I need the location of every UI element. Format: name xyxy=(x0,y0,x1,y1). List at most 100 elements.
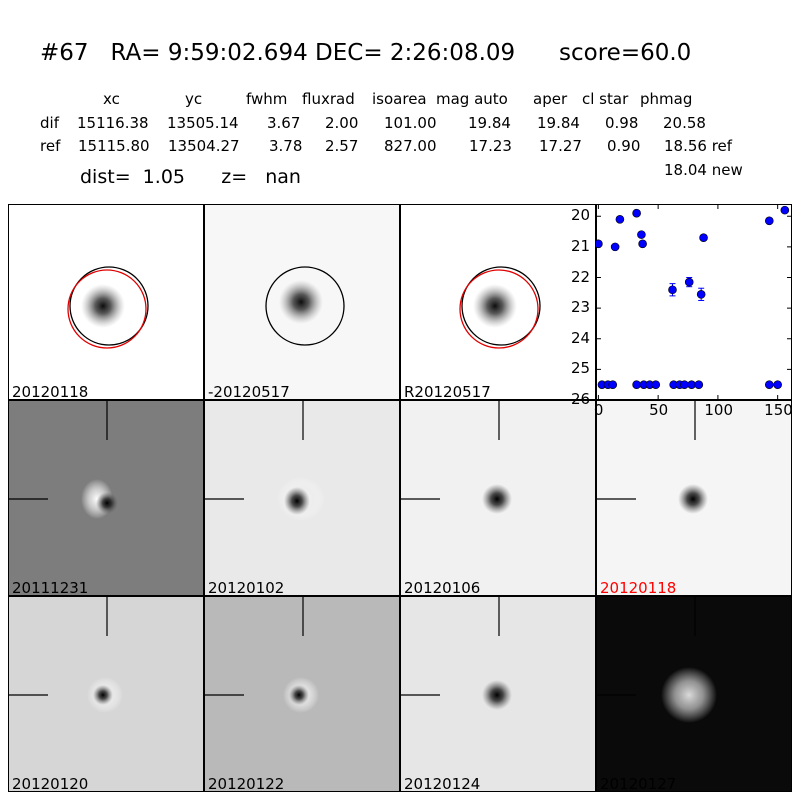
ref-cl-star: 0.90 xyxy=(607,137,641,155)
col-header-xc: xc xyxy=(103,90,120,108)
y-tick-label: 24 xyxy=(571,328,591,347)
page-title: #67 RA= 9:59:02.694 DEC= 2:26:08.09 scor… xyxy=(40,40,692,66)
dif-isoarea: 101.00 xyxy=(384,114,437,132)
ref-fwhm: 3.78 xyxy=(269,137,303,155)
cutout-image xyxy=(205,597,319,713)
aperture-circle-black xyxy=(461,266,541,346)
data-point xyxy=(615,215,625,224)
ref-xc: 15115.80 xyxy=(78,137,150,155)
aperture-circle-black xyxy=(265,266,345,346)
ref-aper: 17.27 xyxy=(539,137,582,155)
source-blob xyxy=(289,685,309,705)
dif-yc: 13505.14 xyxy=(167,114,239,132)
data-point xyxy=(668,285,677,295)
cutout-panel-8: 20120127 xyxy=(596,596,792,792)
aperture-circle-red xyxy=(67,269,147,349)
dif-cl-star: 0.98 xyxy=(605,114,639,132)
cutout-panel-7: 20120124 xyxy=(400,596,596,792)
cutout-panel-4: 20120118 xyxy=(596,400,792,596)
residual-negative xyxy=(284,487,310,515)
cutout-panel-1: 20111231 xyxy=(8,400,204,596)
cutout-panel-2: 20120102 xyxy=(204,400,400,596)
source-blob xyxy=(93,685,113,705)
ref-yc: 13504.27 xyxy=(168,137,240,155)
x-tick-label: 50 xyxy=(649,401,669,419)
stamp-panel-top-1: 20120118 xyxy=(8,204,204,400)
cutout-label: 20120127 xyxy=(600,775,677,792)
y-tick-label: 23 xyxy=(571,298,591,317)
data-point xyxy=(780,205,790,215)
stamp-label: -20120517 xyxy=(208,383,290,400)
cutout-label: 20111231 xyxy=(12,579,89,596)
data-point xyxy=(773,380,782,389)
data-point xyxy=(637,230,646,239)
dist-line: dist= 1.05 z= nan xyxy=(80,166,301,188)
source-blob xyxy=(678,484,708,514)
data-point xyxy=(764,216,774,226)
dif-fwhm: 3.67 xyxy=(267,114,301,132)
data-point xyxy=(632,380,641,389)
row-label-ref: ref xyxy=(40,137,61,155)
dif-aper: 19.84 xyxy=(537,114,580,132)
data-point xyxy=(696,290,706,299)
y-tick-label: 20 xyxy=(571,206,591,225)
ref-phmag: 18.56 ref xyxy=(664,137,733,155)
cutout-image xyxy=(597,401,708,514)
stamp-label: R20120517 xyxy=(404,383,491,400)
stamp-panel-top-3: R20120517 xyxy=(400,204,596,400)
cutout-panel-3: 20120106 xyxy=(400,400,596,596)
data-point xyxy=(699,233,708,242)
cutout-label: 20120102 xyxy=(208,579,285,596)
y-tick-label: 26 xyxy=(571,390,591,408)
data-point xyxy=(610,242,620,252)
x-tick-label: 0 xyxy=(593,401,604,419)
residual-negative xyxy=(96,492,118,514)
source-blob xyxy=(279,280,323,324)
light-curve-plot xyxy=(594,204,792,401)
stamp-image xyxy=(459,266,541,349)
aperture-circle-red xyxy=(459,269,539,349)
dif-mag-auto: 19.84 xyxy=(468,114,511,132)
cutout-image xyxy=(597,597,717,723)
stamp-image xyxy=(265,266,345,346)
bright-source xyxy=(661,667,717,723)
col-header-mag-auto: mag auto xyxy=(436,90,508,108)
cutout-image xyxy=(9,597,123,713)
plot-frame xyxy=(596,204,792,400)
cutout-label: 20120106 xyxy=(404,579,481,596)
data-point xyxy=(594,239,603,249)
dif-phmag: 20.58 xyxy=(663,114,706,132)
dif-fluxrad: 2.00 xyxy=(325,114,359,132)
data-point xyxy=(632,208,641,218)
source-blob xyxy=(473,284,517,328)
cutout-panel-5: 20120120 xyxy=(8,596,204,792)
source-blob xyxy=(482,680,512,710)
stamp-label: 20120118 xyxy=(12,383,89,400)
data-point xyxy=(651,380,661,389)
row-label-dif: dif xyxy=(40,114,59,132)
ref-fluxrad: 2.57 xyxy=(325,137,359,155)
data-point xyxy=(694,380,704,389)
aperture-circle-black xyxy=(69,266,149,346)
cutout-label: 20120124 xyxy=(404,775,481,792)
source-blob xyxy=(482,484,512,514)
data-point xyxy=(638,239,647,249)
ref-mag-auto: 17.23 xyxy=(469,137,512,155)
cutout-label: 20120118 xyxy=(600,579,677,596)
y-tick-label: 21 xyxy=(571,236,591,255)
y-tick-label: 22 xyxy=(571,267,591,286)
data-point xyxy=(764,380,774,389)
x-tick-label: 100 xyxy=(704,401,734,419)
data-point xyxy=(687,380,696,389)
col-header-phmag: phmag xyxy=(640,90,693,108)
new-phmag: 18.04 new xyxy=(664,161,743,179)
col-header-fwhm: fwhm xyxy=(246,90,288,108)
cutout-label: 20120122 xyxy=(208,775,285,792)
data-point xyxy=(608,380,618,389)
cutout-image xyxy=(9,401,118,519)
y-tick-label: 25 xyxy=(571,359,591,378)
cutout-image xyxy=(205,401,325,521)
cutout-image xyxy=(401,597,512,710)
stamp-image xyxy=(67,266,149,349)
data-point xyxy=(680,380,689,389)
